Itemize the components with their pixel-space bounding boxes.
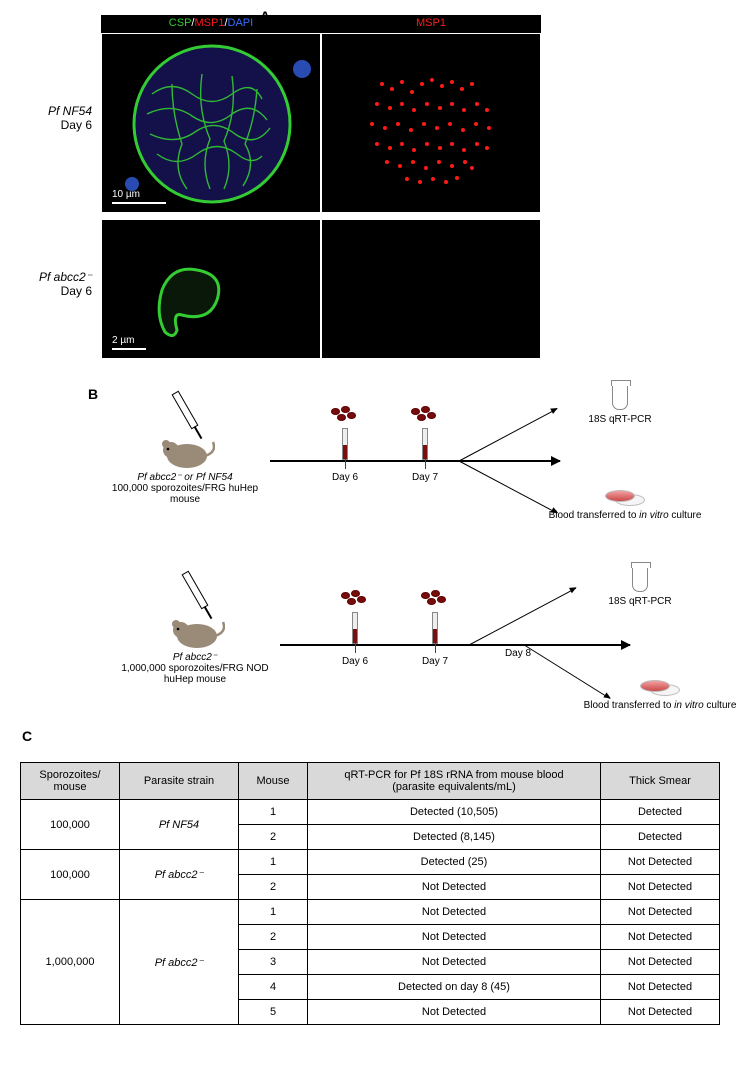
micrograph-abcc2-msp1 bbox=[321, 219, 541, 359]
col-header-right: MSP1 bbox=[321, 15, 541, 33]
syringe-icon bbox=[432, 612, 438, 644]
micrograph-grid: CSP/MSP1/DAPI MSP1 Pf NF54 Day 6 bbox=[100, 14, 737, 360]
cell-smear: Not Detected bbox=[601, 1000, 720, 1025]
endpoint-qrtpcr: 18S qRT-PCR bbox=[580, 566, 700, 607]
cell-qrtpcr: Not Detected bbox=[308, 900, 601, 925]
col-sporozoites: Sporozoites/mouse bbox=[21, 763, 120, 800]
cell-mouse: 2 bbox=[239, 925, 308, 950]
mouse-icon bbox=[165, 610, 225, 652]
cell-mouse: 1 bbox=[239, 850, 308, 875]
experiment-1: Pf abcc2⁻ or Pf NF54 100,000 sporozoites… bbox=[110, 390, 710, 540]
micrograph-abcc2-merge: Pf abcc2⁻ Day 6 2 µm bbox=[101, 219, 321, 359]
cell-smear: Not Detected bbox=[601, 925, 720, 950]
cell-mouse: 1 bbox=[239, 800, 308, 825]
experiment-2: Pf abcc2⁻ 1,000,000 sporozoites/FRG NOD … bbox=[110, 570, 747, 730]
cell-qrtpcr: Detected (25) bbox=[308, 850, 601, 875]
panel-a: CSP/MSP1/DAPI MSP1 Pf NF54 Day 6 bbox=[100, 14, 737, 360]
cell-qrtpcr: Detected (10,505) bbox=[308, 800, 601, 825]
scale-10um: 10 µm bbox=[112, 189, 140, 200]
cell-smear: Detected bbox=[601, 825, 720, 850]
endpoint-culture: Blood transferred to in vitro culture bbox=[570, 680, 747, 711]
endpoint-qrtpcr: 18S qRT-PCR bbox=[560, 384, 680, 425]
cell-smear: Not Detected bbox=[601, 950, 720, 975]
cell-smear: Not Detected bbox=[601, 975, 720, 1000]
cell-qrtpcr: Detected on day 8 (45) bbox=[308, 975, 601, 1000]
cell-mouse: 1 bbox=[239, 900, 308, 925]
panel-b: Pf abcc2⁻ or Pf NF54 100,000 sporozoites… bbox=[70, 390, 737, 730]
cell-sporozoites: 100,000 bbox=[21, 850, 120, 900]
table-row: 100,000Pf NF541Detected (10,505)Detected bbox=[21, 800, 720, 825]
hdr-dapi: DAPI bbox=[228, 17, 254, 29]
cell-mouse: 2 bbox=[239, 875, 308, 900]
branch-arrow bbox=[470, 588, 576, 645]
row1-strain: Pf NF54 bbox=[48, 104, 92, 118]
cell-sporozoites: 1,000,000 bbox=[21, 900, 120, 1025]
panel-c-label: C bbox=[22, 728, 32, 744]
results-table: Sporozoites/mouse Parasite strain Mouse … bbox=[20, 762, 720, 1025]
panel-a-label: A bbox=[260, 8, 270, 24]
day7-mark: Day 7 bbox=[405, 408, 445, 483]
cell-qrtpcr: Not Detected bbox=[308, 875, 601, 900]
table-row: 1,000,000Pf abcc2⁻1Not DetectedNot Detec… bbox=[21, 900, 720, 925]
cell-strain: Pf abcc2⁻ bbox=[120, 850, 239, 900]
day7-mark: Day 7 bbox=[415, 592, 455, 667]
cell-smear: Not Detected bbox=[601, 900, 720, 925]
hdr-msp1: MSP1 bbox=[194, 17, 224, 29]
day6-mark: Day 6 bbox=[335, 592, 375, 667]
syringe-icon bbox=[422, 428, 428, 460]
cell-mouse: 4 bbox=[239, 975, 308, 1000]
table-row: 100,000Pf abcc2⁻1Detected (25)Not Detect… bbox=[21, 850, 720, 875]
cell-qrtpcr: Detected (8,145) bbox=[308, 825, 601, 850]
syringe-icon bbox=[352, 612, 358, 644]
col-mouse: Mouse bbox=[239, 763, 308, 800]
col-qrtpcr: qRT-PCR for Pf 18S rRNA from mouse blood… bbox=[308, 763, 601, 800]
col-strain: Parasite strain bbox=[120, 763, 239, 800]
cell-mouse: 5 bbox=[239, 1000, 308, 1025]
row2-day: Day 6 bbox=[61, 284, 92, 298]
syringe-icon bbox=[342, 428, 348, 460]
exp1-strain: Pf abcc2⁻ or Pf NF54 bbox=[137, 472, 232, 483]
panel-c: Sporozoites/mouse Parasite strain Mouse … bbox=[20, 748, 737, 1025]
cell-sporozoites: 100,000 bbox=[21, 800, 120, 850]
syringe-icon bbox=[182, 571, 209, 610]
syringe-icon bbox=[172, 391, 199, 430]
tube-icon bbox=[612, 384, 628, 410]
hdr-csp: CSP bbox=[169, 17, 192, 29]
cell-mouse: 3 bbox=[239, 950, 308, 975]
cell-qrtpcr: Not Detected bbox=[308, 950, 601, 975]
branch-arrow bbox=[460, 408, 558, 461]
cell-smear: Not Detected bbox=[601, 850, 720, 875]
mouse-icon bbox=[155, 430, 215, 472]
timeline-axis bbox=[280, 644, 630, 646]
row1-day: Day 6 bbox=[61, 118, 92, 132]
col-header-left: CSP/MSP1/DAPI bbox=[101, 15, 321, 33]
scale-2um: 2 µm bbox=[112, 335, 134, 346]
cell-smear: Not Detected bbox=[601, 875, 720, 900]
tube-icon bbox=[632, 566, 648, 592]
day6-mark: Day 6 bbox=[325, 408, 365, 483]
cell-strain: Pf NF54 bbox=[120, 800, 239, 850]
exp1-dose: 100,000 sporozoites/FRG huHep mouse bbox=[110, 483, 260, 505]
exp2-strain: Pf abcc2⁻ bbox=[173, 652, 217, 663]
endpoint-culture: Blood transferred to in vitro culture bbox=[540, 490, 710, 521]
cell-smear: Detected bbox=[601, 800, 720, 825]
row2-strain: Pf abcc2⁻ bbox=[39, 270, 92, 284]
exp2-dose: 1,000,000 sporozoites/FRG NOD huHep mous… bbox=[110, 663, 280, 685]
cell-qrtpcr: Not Detected bbox=[308, 1000, 601, 1025]
col-smear: Thick Smear bbox=[601, 763, 720, 800]
micrograph-nf54-msp1 bbox=[321, 33, 541, 213]
cell-mouse: 2 bbox=[239, 825, 308, 850]
cell-strain: Pf abcc2⁻ bbox=[120, 900, 239, 1025]
micrograph-nf54-merge: Pf NF54 Day 6 bbox=[101, 33, 321, 213]
cell-qrtpcr: Not Detected bbox=[308, 925, 601, 950]
table-header-row: Sporozoites/mouse Parasite strain Mouse … bbox=[21, 763, 720, 800]
